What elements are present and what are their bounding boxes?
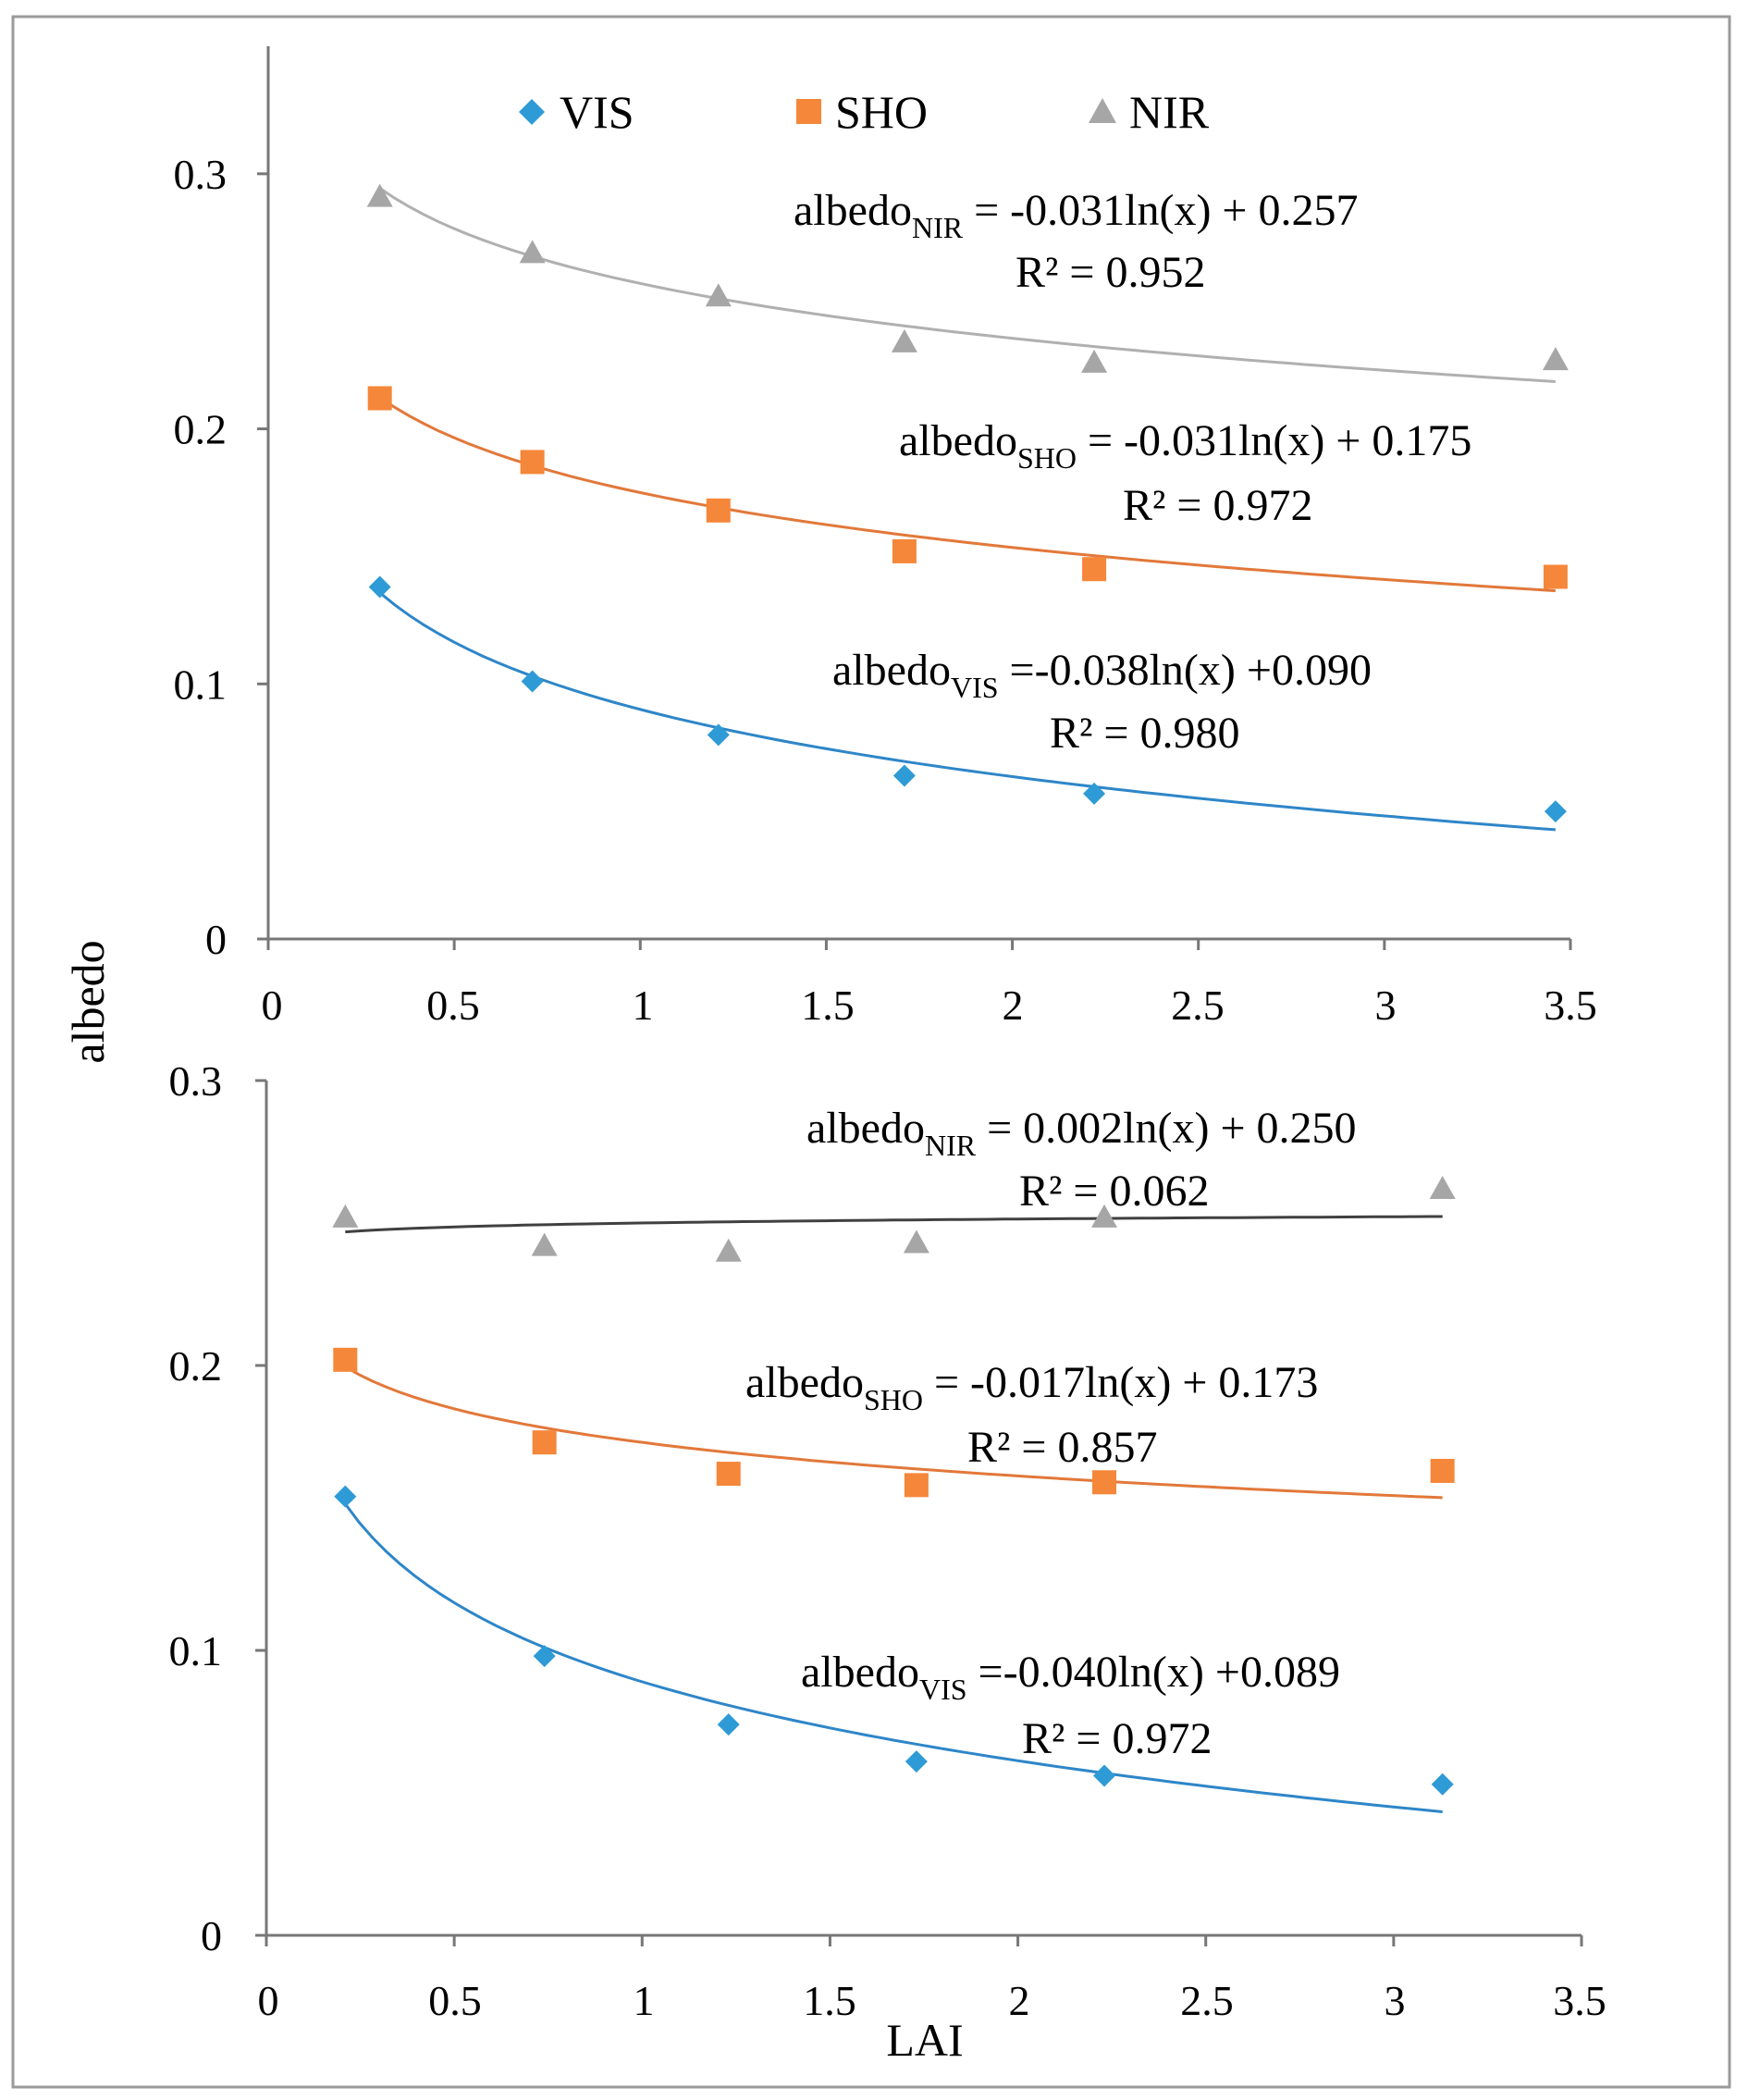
- bottom-nir-point: [1429, 1176, 1456, 1200]
- x-axis-title: LAI: [886, 2014, 963, 2066]
- bottom-panel: 0 0.5 1 1.5 2 2.5 3 3.5 0 0.1 0.2 0.3 albedoVIS =-0.…: [169, 1057, 1606, 2024]
- top-panel: 0 0.5 1 1.5 2 2.5 3 3.5 0 0.1 0.2 0.3 albedoVIS =-0.…: [174, 46, 1597, 1029]
- top-nir-point: [891, 328, 917, 352]
- legend: VIS SHO NIR: [519, 86, 1210, 138]
- top-sho-point: [892, 538, 917, 563]
- bottom-x-tick-label: 3: [1385, 1977, 1406, 2024]
- legend-marker-nir-triangle-icon: [1089, 98, 1116, 123]
- top-x-tick-label: 3.5: [1544, 982, 1597, 1029]
- legend-marker-vis-diamond-icon: [519, 99, 545, 125]
- bottom-sho-point: [904, 1473, 929, 1498]
- bottom-x-tick-label: 1: [634, 1977, 655, 2024]
- bottom-y-tick-label: 0.2: [169, 1342, 223, 1390]
- bottom-sho-point: [333, 1347, 358, 1372]
- bottom-y-tick-label: 0.3: [169, 1057, 223, 1105]
- top-sho-point: [1543, 564, 1568, 589]
- top-nir-point: [1542, 347, 1569, 371]
- top-nir-point: [705, 283, 732, 307]
- top-sho-point: [520, 450, 545, 475]
- bottom-sho-point: [532, 1430, 557, 1455]
- bottom-vis-point: [717, 1713, 740, 1736]
- top-nir-equation-label: albedoNIR = -0.031ln(x) + 0.257: [794, 186, 1359, 244]
- top-vis-equation-label: albedoVIS =-0.038ln(x) +0.090: [832, 646, 1372, 704]
- top-x-tick-label: 1: [633, 982, 654, 1029]
- top-x-tick-label: 0.5: [426, 982, 480, 1029]
- bottom-sho-trendline: [344, 1365, 1443, 1500]
- bottom-nir-trendline: [345, 1215, 1443, 1234]
- top-vis-point: [892, 764, 916, 787]
- bottom-nir-point: [1091, 1204, 1118, 1228]
- bottom-vis-point: [334, 1485, 357, 1508]
- legend-label-sho: SHO: [835, 86, 928, 138]
- legend-item-nir: NIR: [1089, 86, 1210, 138]
- top-x-tick-label: 3: [1375, 982, 1397, 1029]
- top-vis-point: [707, 723, 730, 747]
- figure-frame: [11, 15, 1731, 2089]
- bottom-nir-equation-label: albedoNIR = 0.002ln(x) + 0.250: [806, 1104, 1357, 1162]
- bottom-x-tick-label: 0: [258, 1977, 279, 2024]
- top-y-tick-label: 0.1: [174, 661, 228, 708]
- top-sho-r2-label: R² = 0.972: [1123, 481, 1312, 530]
- bottom-vis-point: [1093, 1764, 1116, 1787]
- top-vis-point: [1544, 800, 1567, 823]
- top-sho-equation-label: albedoSHO = -0.031ln(x) + 0.175: [899, 416, 1471, 475]
- top-x-tick-label: 0: [262, 982, 283, 1029]
- bottom-vis-point: [905, 1750, 928, 1773]
- top-sho-point: [1082, 557, 1107, 582]
- bottom-sho-point: [1430, 1458, 1455, 1483]
- top-nir-point: [1081, 349, 1108, 373]
- bottom-nir-point: [903, 1229, 929, 1254]
- top-vis-trendline: [378, 591, 1557, 832]
- top-vis-point: [1083, 782, 1106, 805]
- top-sho-point: [367, 386, 392, 411]
- top-x-tick-label: 2: [1003, 982, 1024, 1029]
- top-nir-r2-label: R² = 0.952: [1016, 248, 1205, 297]
- legend-label-nir: NIR: [1129, 86, 1210, 138]
- bottom-vis-point: [1431, 1773, 1454, 1796]
- bottom-x-tick-label: 1.5: [803, 1977, 856, 2024]
- top-nir-point: [519, 240, 546, 264]
- legend-item-sho: SHO: [796, 86, 928, 138]
- bottom-x-tick-label: 2.5: [1180, 1977, 1234, 2024]
- bottom-nir-r2-label: R² = 0.062: [1019, 1167, 1209, 1216]
- bottom-nir-point: [715, 1238, 742, 1262]
- bottom-vis-r2-label: R² = 0.972: [1022, 1714, 1212, 1763]
- bottom-x-tick-label: 3.5: [1553, 1977, 1606, 2024]
- top-vis-point: [521, 670, 544, 693]
- top-x-tick-label: 2.5: [1171, 982, 1225, 1029]
- top-nir-trendline: [378, 187, 1556, 383]
- bottom-sho-point: [1092, 1470, 1117, 1495]
- top-vis-point: [368, 575, 391, 599]
- bottom-vis-equation-label: albedoVIS =-0.040ln(x) +0.089: [801, 1648, 1340, 1706]
- top-vis-r2-label: R² = 0.980: [1050, 709, 1239, 758]
- bottom-sho-equation-label: albedoSHO = -0.017ln(x) + 0.173: [745, 1358, 1318, 1416]
- legend-label-vis: VIS: [560, 86, 634, 138]
- bottom-y-tick-label: 0.1: [169, 1627, 223, 1674]
- bottom-vis-point: [533, 1645, 556, 1668]
- bottom-nir-point: [332, 1204, 359, 1228]
- top-y-tick-label: 0.2: [174, 406, 228, 453]
- bottom-y-tick-label: 0: [201, 1912, 222, 1959]
- top-x-tick-label: 1.5: [801, 982, 855, 1029]
- top-sho-point: [706, 498, 731, 523]
- top-nir-point: [366, 183, 393, 207]
- top-y-tick-label: 0: [205, 916, 227, 963]
- top-y-tick-label: 0.3: [174, 151, 228, 198]
- bottom-sho-point: [716, 1462, 741, 1487]
- top-sho-trendline: [378, 396, 1556, 593]
- bottom-x-tick-label: 2: [1009, 1977, 1030, 2024]
- bottom-nir-point: [531, 1232, 558, 1256]
- bottom-vis-trendline: [344, 1502, 1443, 1813]
- y-axis-title: albedo: [62, 940, 114, 1063]
- bottom-x-tick-label: 0.5: [428, 1977, 482, 2024]
- bottom-sho-r2-label: R² = 0.857: [967, 1423, 1157, 1472]
- legend-marker-sho-square-icon: [796, 99, 821, 124]
- legend-item-vis: VIS: [519, 86, 634, 138]
